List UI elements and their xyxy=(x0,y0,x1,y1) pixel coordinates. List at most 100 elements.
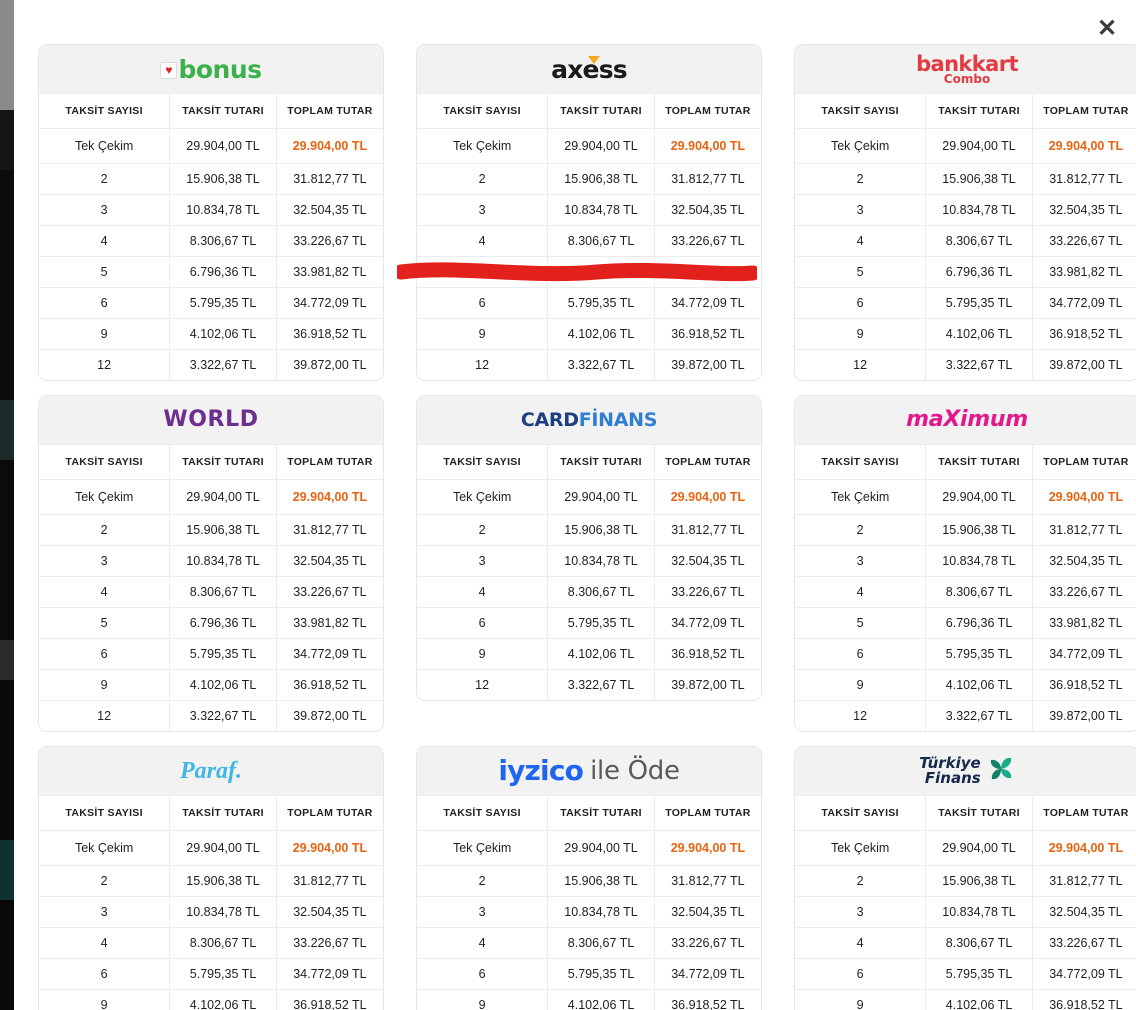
cell-installment-count: 2 xyxy=(39,163,171,195)
cell-total-amount: 33.226,67 TL xyxy=(654,927,761,959)
table-row[interactable]: 4 8.306,67 TL 33.226,67 TL xyxy=(795,576,1136,608)
table-row[interactable]: 3 10.834,78 TL 32.504,35 TL xyxy=(39,194,383,226)
cell-installment-amount: 15.906,38 TL xyxy=(547,865,655,897)
table-row[interactable]: Tek Çekim 29.904,00 TL 29.904,00 TL xyxy=(795,830,1136,866)
table-row[interactable]: 3 10.834,78 TL 32.504,35 TL xyxy=(417,896,761,928)
table-row[interactable]: 6 5.795,35 TL 34.772,09 TL xyxy=(795,958,1136,990)
table-row[interactable]: 3 10.834,78 TL 32.504,35 TL xyxy=(795,545,1136,577)
header-total-amount: TOPLAM TUTAR xyxy=(276,444,383,480)
table-row[interactable]: 2 15.906,38 TL 31.812,77 TL xyxy=(795,163,1136,195)
table-row[interactable]: 9 4.102,06 TL 36.918,52 TL xyxy=(417,989,761,1010)
table-row[interactable]: 4 8.306,67 TL 33.226,67 TL xyxy=(795,225,1136,257)
table-row[interactable]: 12 3.322,67 TL 39.872,00 TL xyxy=(795,700,1136,731)
table-row[interactable]: 2 15.906,38 TL 31.812,77 TL xyxy=(417,514,761,546)
cell-installment-count: 5 xyxy=(39,607,171,639)
cell-installment-count: 3 xyxy=(417,896,549,928)
table-row[interactable]: 4 8.306,67 TL 33.226,67 TL xyxy=(39,927,383,959)
header-installment-amount: TAKSİT TUTARI xyxy=(169,93,277,129)
table-row[interactable]: Tek Çekim 29.904,00 TL 29.904,00 TL xyxy=(417,479,761,515)
table-row[interactable]: 5 5.980,80 TL 29.904,00 TL xyxy=(417,256,761,288)
table-row[interactable]: 2 15.906,38 TL 31.812,77 TL xyxy=(39,163,383,195)
table-row[interactable]: 5 6.796,36 TL 33.981,82 TL xyxy=(795,607,1136,639)
cell-installment-count: 3 xyxy=(39,545,171,577)
table-row[interactable]: 3 10.834,78 TL 32.504,35 TL xyxy=(417,194,761,226)
table-row[interactable]: Tek Çekim 29.904,00 TL 29.904,00 TL xyxy=(795,479,1136,515)
installment-card-maximum: maXimum TAKSİT SAYISI TAKSİT TUTARI TOPL… xyxy=(794,395,1136,732)
cell-installment-count: 6 xyxy=(795,287,927,319)
table-row[interactable]: 9 4.102,06 TL 36.918,52 TL xyxy=(39,318,383,350)
installment-card-cell-world: WORLD TAKSİT SAYISI TAKSİT TUTARI TOPLAM… xyxy=(22,395,400,746)
installment-table-bankkart: TAKSİT SAYISI TAKSİT TUTARI TOPLAM TUTAR… xyxy=(795,93,1136,380)
cell-installment-amount: 5.795,35 TL xyxy=(925,638,1033,670)
paraf-wordmark: Paraf. xyxy=(180,758,242,784)
table-row[interactable]: Tek Çekim 29.904,00 TL 29.904,00 TL xyxy=(39,479,383,515)
cell-total-amount: 39.872,00 TL xyxy=(1032,349,1136,380)
table-row[interactable]: 12 3.322,67 TL 39.872,00 TL xyxy=(39,349,383,380)
table-row[interactable]: 9 4.102,06 TL 36.918,52 TL xyxy=(795,318,1136,350)
cell-installment-count: 6 xyxy=(795,638,927,670)
table-row[interactable]: 2 15.906,38 TL 31.812,77 TL xyxy=(795,514,1136,546)
table-row[interactable]: 9 4.102,06 TL 36.918,52 TL xyxy=(39,669,383,701)
table-row[interactable]: 12 3.322,67 TL 39.872,00 TL xyxy=(417,349,761,380)
table-row[interactable]: 12 3.322,67 TL 39.872,00 TL xyxy=(795,349,1136,380)
table-row[interactable]: 12 3.322,67 TL 39.872,00 TL xyxy=(417,669,761,700)
table-row[interactable]: 4 8.306,67 TL 33.226,67 TL xyxy=(795,927,1136,959)
table-row[interactable]: 4 8.306,67 TL 33.226,67 TL xyxy=(39,576,383,608)
table-row[interactable]: 9 4.102,06 TL 36.918,52 TL xyxy=(39,989,383,1010)
table-row[interactable]: 9 4.102,06 TL 36.918,52 TL xyxy=(417,318,761,350)
table-row[interactable]: 3 10.834,78 TL 32.504,35 TL xyxy=(417,545,761,577)
table-row[interactable]: 9 4.102,06 TL 36.918,52 TL xyxy=(795,669,1136,701)
table-row[interactable]: 12 3.322,67 TL 39.872,00 TL xyxy=(39,700,383,731)
table-row[interactable]: 6 5.795,35 TL 34.772,09 TL xyxy=(39,287,383,319)
table-row[interactable]: Tek Çekim 29.904,00 TL 29.904,00 TL xyxy=(417,128,761,164)
table-row[interactable]: Tek Çekim 29.904,00 TL 29.904,00 TL xyxy=(795,128,1136,164)
close-icon[interactable]: ✕ xyxy=(1096,15,1118,42)
table-row[interactable]: 6 5.795,35 TL 34.772,09 TL xyxy=(39,958,383,990)
cell-installment-count: 2 xyxy=(417,163,549,195)
table-row[interactable]: 9 4.102,06 TL 36.918,52 TL xyxy=(417,638,761,670)
table-row[interactable]: 6 5.795,35 TL 34.772,09 TL xyxy=(795,287,1136,319)
header-installment-amount: TAKSİT TUTARI xyxy=(925,444,1033,480)
header-installment-count: TAKSİT SAYISI xyxy=(795,93,927,129)
iyzico-tagline: ile Öde xyxy=(590,756,680,786)
table-row[interactable]: 2 15.906,38 TL 31.812,77 TL xyxy=(795,865,1136,897)
table-header-row: TAKSİT SAYISI TAKSİT TUTARI TOPLAM TUTAR xyxy=(417,444,761,480)
header-total-amount: TOPLAM TUTAR xyxy=(276,795,383,831)
table-row[interactable]: 4 8.306,67 TL 33.226,67 TL xyxy=(417,225,761,257)
table-row[interactable]: 2 15.906,38 TL 31.812,77 TL xyxy=(417,163,761,195)
table-row[interactable]: 6 5.795,35 TL 34.772,09 TL xyxy=(417,287,761,319)
table-row[interactable]: 5 6.796,36 TL 33.981,82 TL xyxy=(39,607,383,639)
table-row[interactable]: 6 5.795,35 TL 34.772,09 TL xyxy=(795,638,1136,670)
table-row[interactable]: 2 15.906,38 TL 31.812,77 TL xyxy=(39,514,383,546)
table-row[interactable]: 4 8.306,67 TL 33.226,67 TL xyxy=(417,927,761,959)
table-row[interactable]: 4 8.306,67 TL 33.226,67 TL xyxy=(417,576,761,608)
installment-card-cell-maximum: maXimum TAKSİT SAYISI TAKSİT TUTARI TOPL… xyxy=(778,395,1136,746)
cell-installment-count: 3 xyxy=(39,896,171,928)
cell-total-amount: 33.981,82 TL xyxy=(276,607,383,639)
table-row[interactable]: 3 10.834,78 TL 32.504,35 TL xyxy=(795,896,1136,928)
table-row[interactable]: Tek Çekim 29.904,00 TL 29.904,00 TL xyxy=(417,830,761,866)
table-row[interactable]: 6 5.795,35 TL 34.772,09 TL xyxy=(417,958,761,990)
cell-installment-count: 9 xyxy=(417,318,549,350)
table-header-row: TAKSİT SAYISI TAKSİT TUTARI TOPLAM TUTAR xyxy=(795,93,1136,129)
installment-card-world: WORLD TAKSİT SAYISI TAKSİT TUTARI TOPLAM… xyxy=(38,395,384,732)
installment-card-turkiyefinans: Türkiye Finans TAKSİT SAYISI TAKSİT TUTAR… xyxy=(794,746,1136,1010)
table-row[interactable]: 3 10.834,78 TL 32.504,35 TL xyxy=(39,545,383,577)
header-installment-count: TAKSİT SAYISI xyxy=(795,795,927,831)
table-row[interactable]: 3 10.834,78 TL 32.504,35 TL xyxy=(39,896,383,928)
table-row[interactable]: 9 4.102,06 TL 36.918,52 TL xyxy=(795,989,1136,1010)
cell-installment-count: 9 xyxy=(39,669,171,701)
table-row[interactable]: 2 15.906,38 TL 31.812,77 TL xyxy=(39,865,383,897)
cell-total-amount: 36.918,52 TL xyxy=(1032,669,1136,701)
table-row[interactable]: 5 6.796,36 TL 33.981,82 TL xyxy=(39,256,383,288)
cell-total-amount: 33.981,82 TL xyxy=(1032,607,1136,639)
table-row[interactable]: 6 5.795,35 TL 34.772,09 TL xyxy=(39,638,383,670)
table-row[interactable]: 4 8.306,67 TL 33.226,67 TL xyxy=(39,225,383,257)
table-row[interactable]: 3 10.834,78 TL 32.504,35 TL xyxy=(795,194,1136,226)
table-row[interactable]: Tek Çekim 29.904,00 TL 29.904,00 TL xyxy=(39,128,383,164)
table-row[interactable]: 2 15.906,38 TL 31.812,77 TL xyxy=(417,865,761,897)
cell-installment-amount: 10.834,78 TL xyxy=(547,194,655,226)
table-row[interactable]: 5 6.796,36 TL 33.981,82 TL xyxy=(795,256,1136,288)
table-row[interactable]: Tek Çekim 29.904,00 TL 29.904,00 TL xyxy=(39,830,383,866)
table-row[interactable]: 6 5.795,35 TL 34.772,09 TL xyxy=(417,607,761,639)
